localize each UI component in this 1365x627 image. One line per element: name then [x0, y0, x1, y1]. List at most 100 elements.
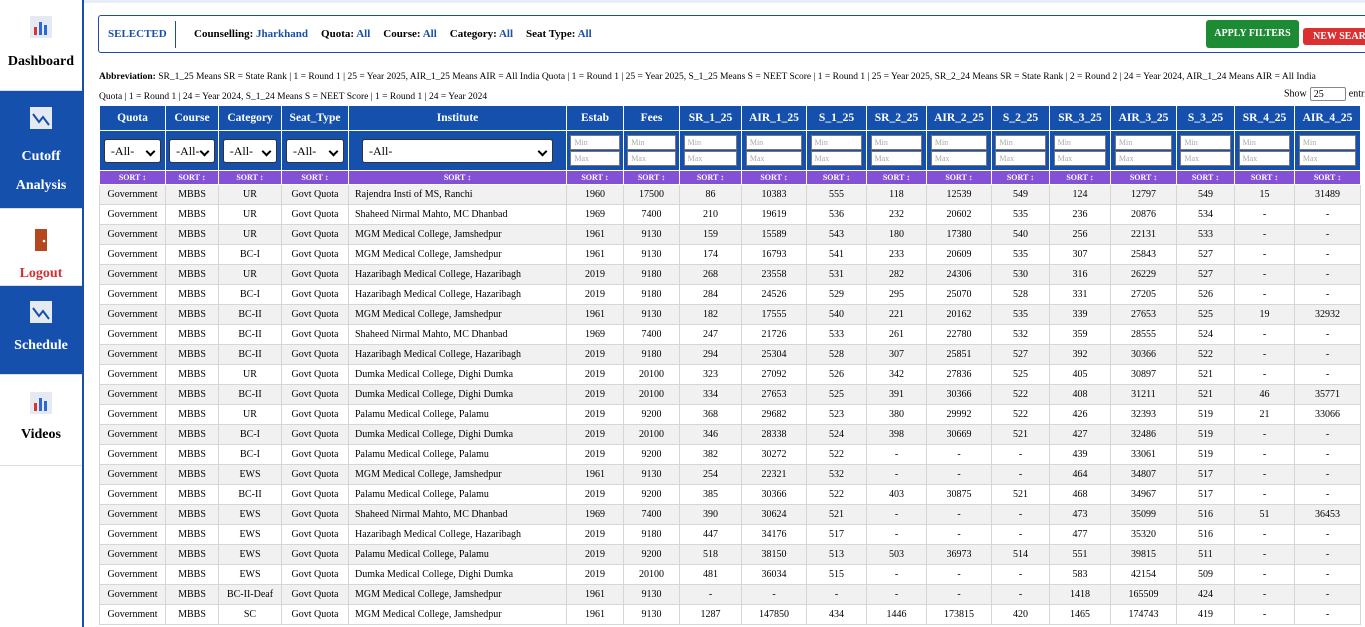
cell: 36973: [926, 544, 992, 565]
cell: 42154: [1110, 564, 1177, 585]
max-input[interactable]: Max: [810, 151, 863, 166]
sort-button[interactable]: SORT: [991, 170, 1050, 185]
sort-button[interactable]: SORT: [1294, 170, 1361, 185]
column-select[interactable]: -All-: [103, 138, 162, 163]
max-input[interactable]: Max: [1053, 151, 1107, 166]
column-header[interactable]: AIR_2_25: [926, 105, 992, 131]
cell: Hazaribagh Medical College, Hazaribagh: [348, 264, 567, 285]
max-input[interactable]: Max: [995, 151, 1046, 166]
min-input[interactable]: Min: [810, 135, 863, 150]
min-input[interactable]: Min: [570, 135, 620, 150]
show-select[interactable]: 25: [1309, 87, 1346, 101]
column-header[interactable]: SR_4_25: [1234, 105, 1295, 131]
min-input[interactable]: Min: [1180, 135, 1231, 150]
max-input[interactable]: Max: [1114, 151, 1173, 166]
min-input[interactable]: Min: [930, 135, 988, 150]
max-input[interactable]: Max: [1298, 151, 1357, 166]
cell: 27653: [1110, 304, 1177, 325]
sort-button[interactable]: SORT: [218, 170, 282, 185]
sort-button[interactable]: SORT: [1049, 170, 1111, 185]
sort-button[interactable]: SORT: [623, 170, 680, 185]
nav-cutoff[interactable]: Cutoff Analysis: [0, 91, 82, 209]
min-input[interactable]: Min: [745, 135, 803, 150]
max-input[interactable]: Max: [870, 151, 923, 166]
max-input[interactable]: Max: [1238, 151, 1291, 166]
column-header[interactable]: SR_3_25: [1049, 105, 1111, 131]
sort-button[interactable]: SORT: [99, 170, 166, 185]
cell: 256: [1049, 224, 1111, 245]
cell: 10383: [741, 184, 807, 205]
cell: 522: [991, 404, 1050, 425]
max-input[interactable]: Max: [1180, 151, 1231, 166]
max-input[interactable]: Max: [627, 151, 676, 166]
nav-dashboard[interactable]: Dashboard: [0, 0, 82, 91]
cell: 118: [866, 184, 927, 205]
column-header[interactable]: S_2_25: [991, 105, 1050, 131]
column-header[interactable]: AIR_3_25: [1110, 105, 1177, 131]
min-input[interactable]: Min: [683, 135, 738, 150]
cell: EWS: [218, 544, 282, 565]
column-header[interactable]: SR_2_25: [866, 105, 927, 131]
nav-schedule[interactable]: Schedule: [0, 286, 82, 375]
column-header[interactable]: Category: [218, 105, 282, 131]
filter-row: -All- -All- -All- -All- -All- Min Max Min Max Min…: [99, 130, 1361, 171]
column-header[interactable]: AIR_4_25: [1294, 105, 1361, 131]
column-header[interactable]: Fees: [623, 105, 680, 131]
min-input[interactable]: Min: [1238, 135, 1291, 150]
column-header[interactable]: Course: [165, 105, 219, 131]
column-header[interactable]: Seat_Type: [281, 105, 349, 131]
new-search-button[interactable]: NEW SEARCH: [1303, 28, 1365, 45]
column-select[interactable]: -All-: [362, 138, 553, 163]
max-input[interactable]: Max: [745, 151, 803, 166]
min-input[interactable]: Min: [1053, 135, 1107, 150]
cell: BC-II-Deaf: [218, 584, 282, 605]
max-input[interactable]: Max: [930, 151, 988, 166]
sort-button[interactable]: SORT: [926, 170, 992, 185]
cell: 516: [1176, 524, 1235, 545]
sort-button[interactable]: SORT: [165, 170, 219, 185]
cell: 526: [806, 364, 867, 385]
min-input[interactable]: Min: [1114, 135, 1173, 150]
cell: 39815: [1110, 544, 1177, 565]
nav-logout[interactable]: Logout: [0, 209, 82, 286]
cell: 25843: [1110, 244, 1177, 265]
column-header[interactable]: AIR_1_25: [741, 105, 807, 131]
sort-button[interactable]: SORT: [806, 170, 867, 185]
column-header[interactable]: Quota: [99, 105, 166, 131]
sort-button[interactable]: SORT: [566, 170, 624, 185]
column-select[interactable]: -All-: [169, 138, 215, 163]
cell: MBBS: [165, 284, 219, 305]
apply-filters-button[interactable]: APPLY FILTERS: [1206, 20, 1299, 48]
sort-button[interactable]: SORT: [1234, 170, 1295, 185]
sort-button[interactable]: SORT: [866, 170, 927, 185]
column-header[interactable]: SR_1_25: [679, 105, 742, 131]
cell: 1969: [566, 204, 624, 225]
column-header[interactable]: S_3_25: [1176, 105, 1235, 131]
cell: 25851: [926, 344, 992, 365]
column-header[interactable]: Institute: [348, 105, 567, 131]
min-input[interactable]: Min: [870, 135, 923, 150]
icon: [35, 229, 47, 251]
column-select[interactable]: -All-: [285, 138, 345, 163]
data-row: Government MBBS BC-II Govt Quota Palamu Medi…: [99, 484, 1361, 505]
sort-button[interactable]: SORT: [679, 170, 742, 185]
cell: 25304: [741, 344, 807, 365]
max-input[interactable]: Max: [683, 151, 738, 166]
nav-videos[interactable]: Videos: [0, 375, 82, 466]
sort-button[interactable]: SORT: [1110, 170, 1177, 185]
min-input[interactable]: Min: [627, 135, 676, 150]
sort-button[interactable]: SORT: [281, 170, 349, 185]
min-input[interactable]: Min: [1298, 135, 1357, 150]
sort-button[interactable]: SORT: [348, 170, 567, 185]
cell: 517: [1176, 484, 1235, 505]
min-input[interactable]: Min: [995, 135, 1046, 150]
max-input[interactable]: Max: [570, 151, 620, 166]
sort-button[interactable]: SORT: [1176, 170, 1235, 185]
cell: 34176: [741, 524, 807, 545]
column-header[interactable]: Estab: [566, 105, 624, 131]
cell: MBBS: [165, 424, 219, 445]
cell: Government: [99, 564, 166, 585]
column-header[interactable]: S_1_25: [806, 105, 867, 131]
column-select[interactable]: -All-: [222, 138, 278, 163]
sort-button[interactable]: SORT: [741, 170, 807, 185]
